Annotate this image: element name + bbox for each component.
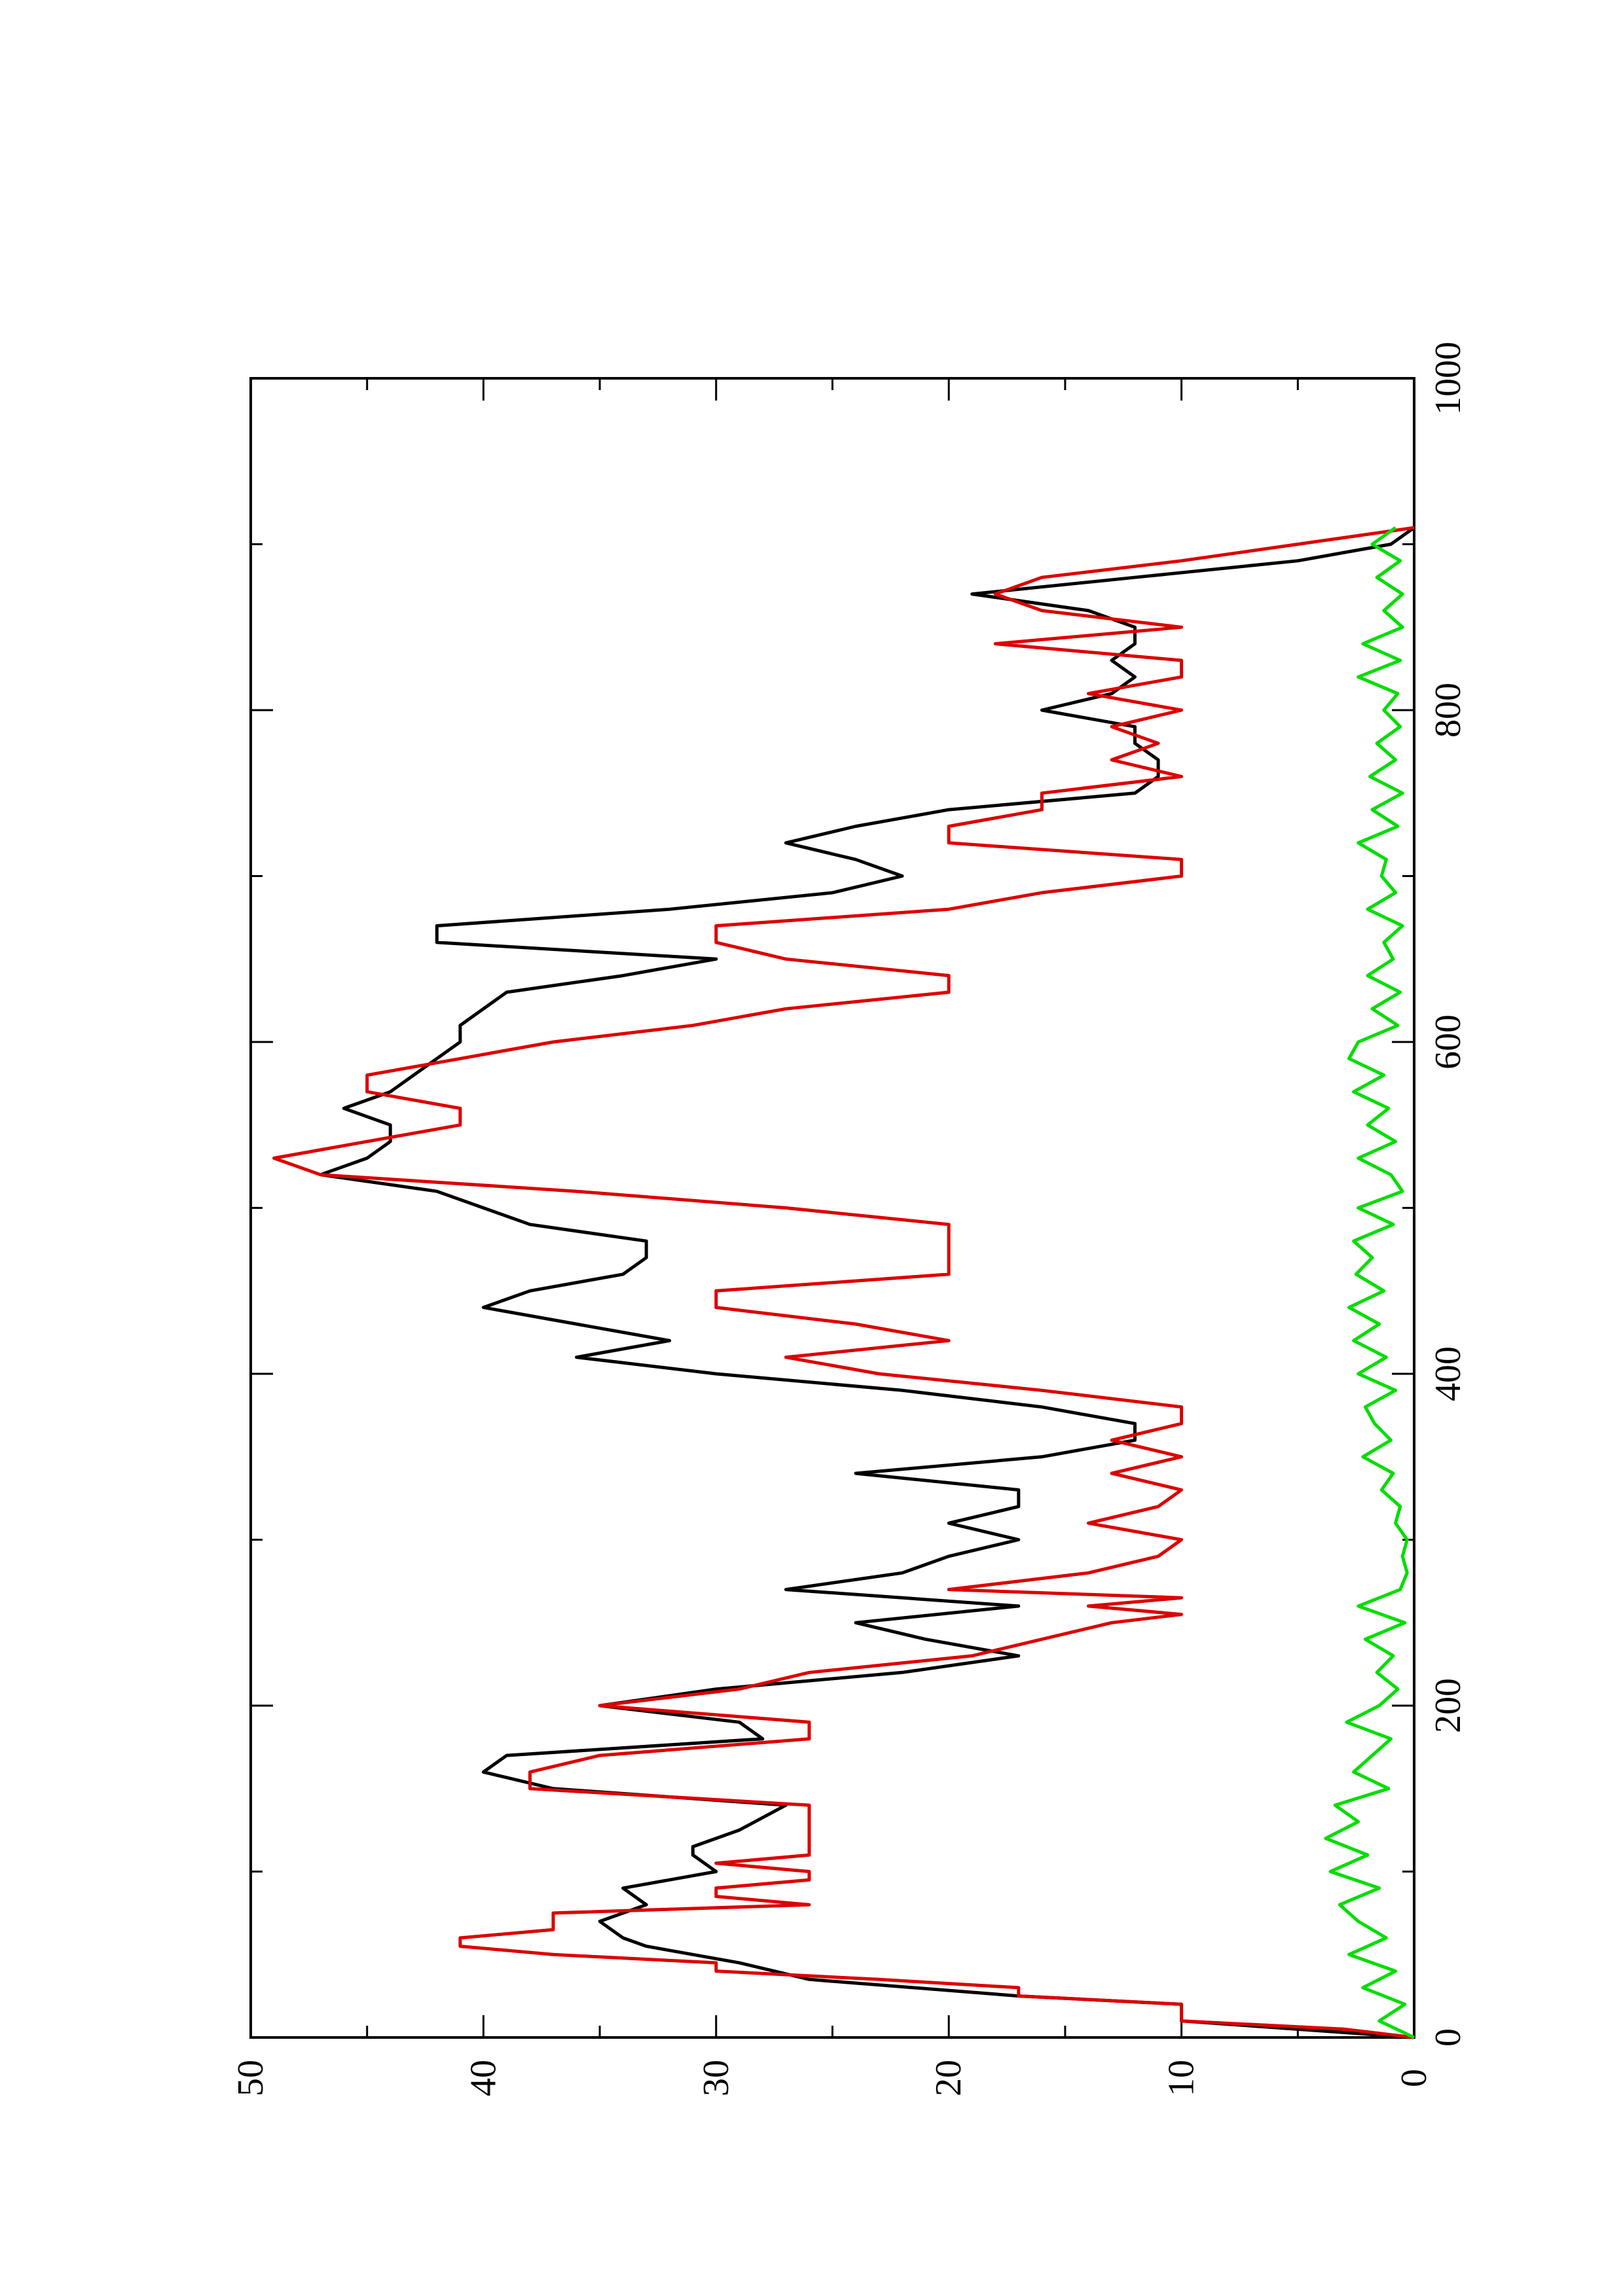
series-line-1: [319, 526, 1415, 2039]
y-tick-label: 10: [1161, 2060, 1202, 2096]
y-tick-label: 40: [463, 2060, 503, 2096]
x-tick-label: 1000: [1428, 342, 1468, 415]
x-tick-label: 400: [1428, 1346, 1468, 1401]
y-tick-label: 30: [696, 2060, 737, 2096]
series-line-2: [272, 526, 1415, 2039]
series-layer: [272, 526, 1415, 2039]
x-tick-label: 600: [1428, 1014, 1468, 1069]
x-tick-label: 800: [1428, 683, 1468, 738]
y-tick-label: 20: [928, 2060, 969, 2096]
y-tick-label: 0: [1394, 2069, 1434, 2087]
y-tick-label: 50: [230, 2060, 271, 2096]
series-line-3: [1324, 526, 1415, 2039]
labels-layer: 0 200 400 600 800 1000 0 10 20 30 40 50: [230, 342, 1468, 2096]
x-tick-label: 0: [1428, 2028, 1468, 2047]
x-tick-label: 200: [1428, 1678, 1468, 1733]
